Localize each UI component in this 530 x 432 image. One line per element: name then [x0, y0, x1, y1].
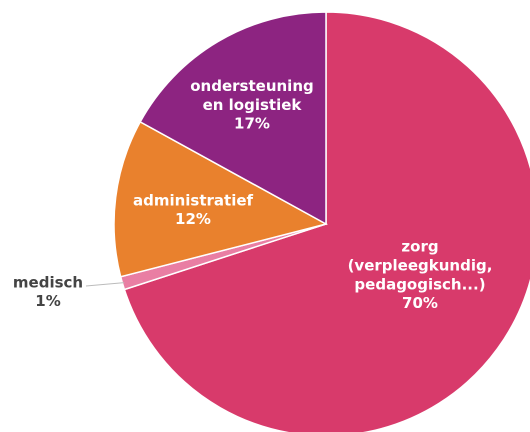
slice-label: ondersteuning en logistiek	[190, 77, 313, 114]
slice-label: medisch	[13, 273, 83, 291]
value-label: 12%	[175, 210, 211, 228]
label-line: administratief	[133, 191, 254, 209]
label-line: pedagogisch...)	[354, 275, 485, 293]
slice-label: zorg (verpleegkundig, pedagogisch...)	[348, 237, 493, 293]
pie-slice	[113, 120, 329, 278]
value-label: 1%	[35, 292, 60, 310]
label-line: ondersteuning	[190, 77, 313, 95]
label-line: medisch	[13, 273, 83, 291]
value-label: 70%	[402, 294, 438, 312]
value-label: 17%	[234, 115, 270, 133]
label-line: (verpleegkundig,	[348, 256, 493, 274]
pie-slice	[123, 11, 530, 432]
leader-line	[85, 282, 125, 287]
label-line: en logistiek	[203, 96, 303, 114]
pie-slice	[139, 11, 327, 226]
slice-label: administratief	[133, 191, 254, 209]
label-line: zorg	[401, 237, 438, 255]
